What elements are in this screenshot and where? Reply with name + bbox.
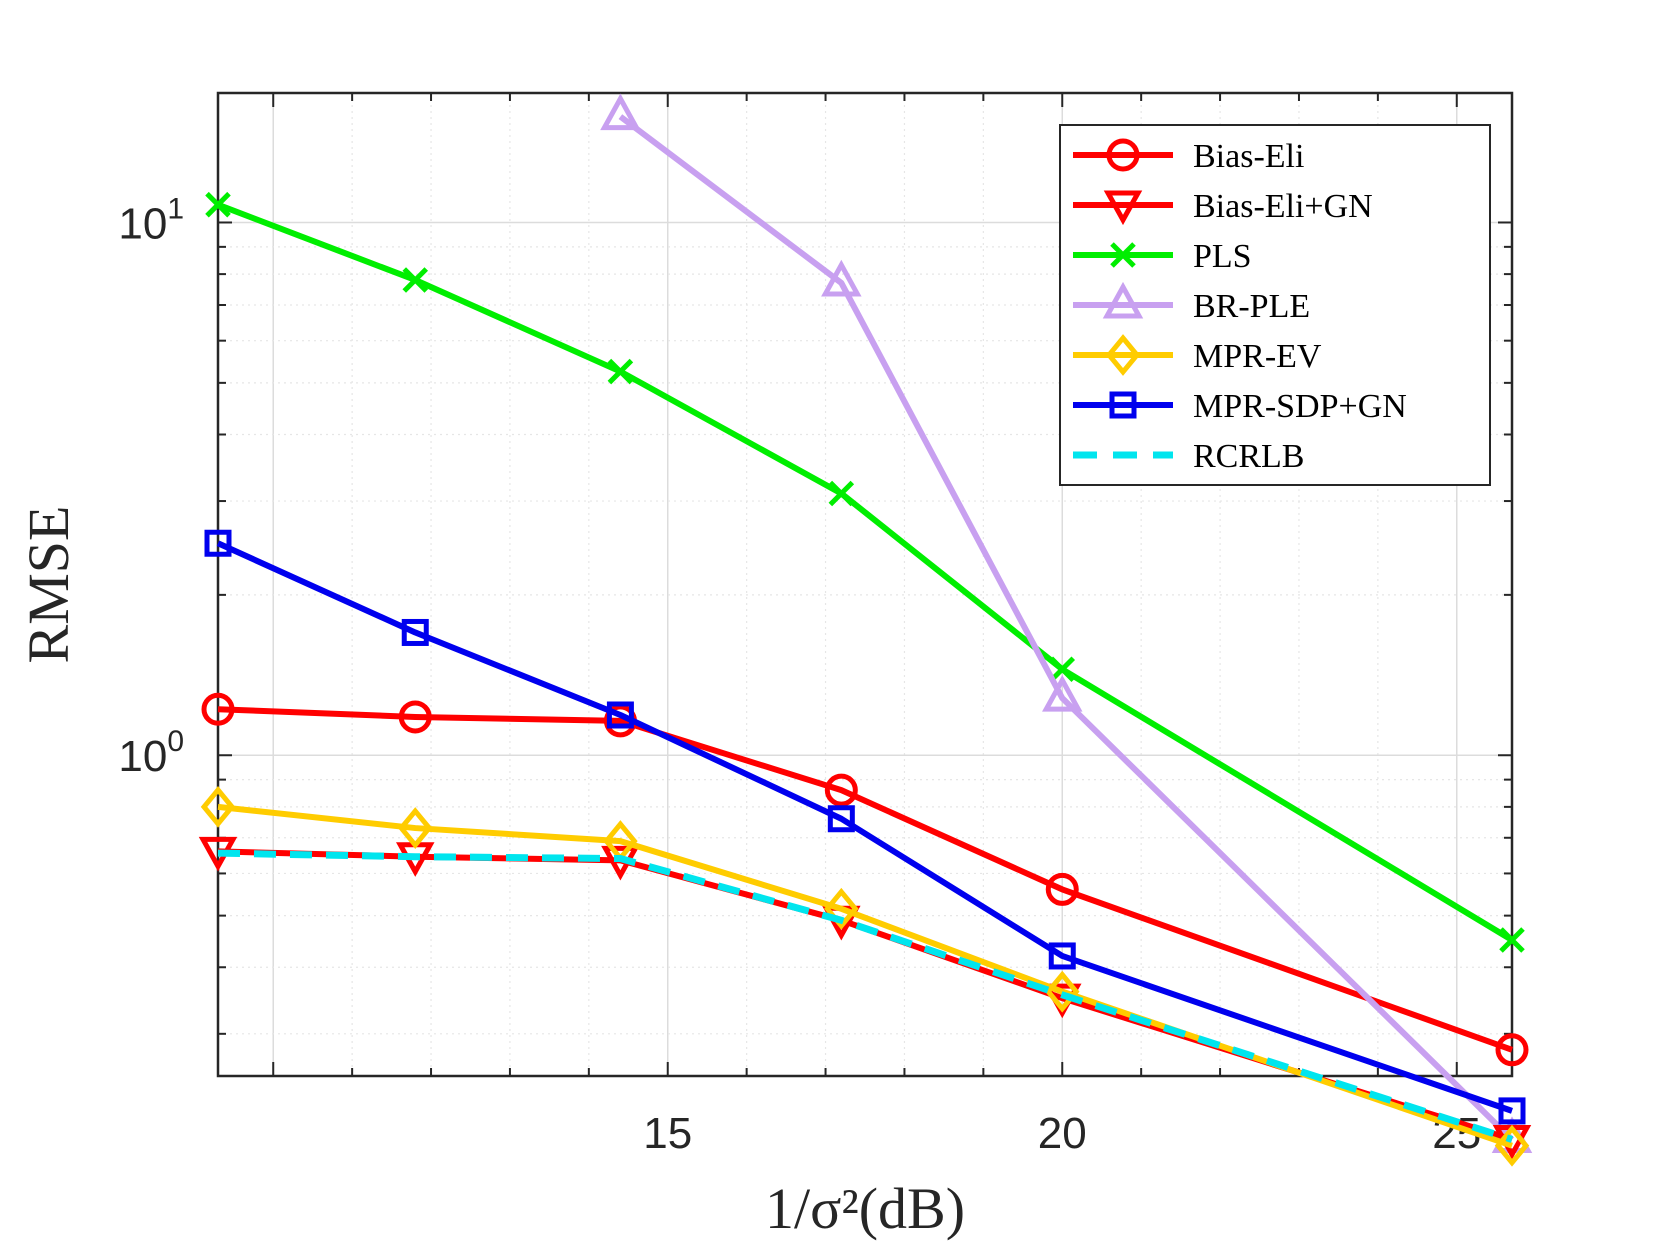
series-pls (205, 191, 1525, 953)
data-point-bias-eli (201, 692, 235, 726)
legend-entry-bias-eli-gn: Bias-Eli+GN (1073, 188, 1373, 226)
data-point-mpr-sdp-gn (401, 618, 429, 646)
legend-marker-mpr-sdp-gn (1109, 391, 1137, 419)
data-point-mpr-ev (1494, 1124, 1530, 1167)
series-rcrlb (217, 849, 1514, 1143)
legend-entry-br-ple: BR-PLE (1073, 281, 1310, 325)
series-line-mpr-sdp-gn (216, 540, 1513, 1114)
data-point-br-ple (821, 259, 862, 297)
data-point-mpr-sdp-gn (1048, 942, 1076, 970)
legend-entry-pls: PLS (1073, 238, 1252, 275)
legend-marker-br-ple (1102, 281, 1144, 319)
legend-entry-rcrlb: RCRLB (1073, 438, 1304, 475)
data-point-mpr-sdp-gn (1498, 1097, 1526, 1125)
data-point-mpr-sdp-gn (606, 701, 634, 729)
y-axis-label: RMSE (16, 506, 81, 664)
legend-marker-pls (1110, 242, 1136, 268)
data-point-br-ple (1042, 674, 1083, 712)
series-bias-eli (201, 692, 1529, 1067)
legend-label-mpr-ev: MPR-EV (1193, 338, 1322, 375)
data-point-bias-eli (1495, 1033, 1529, 1067)
data-point-mpr-ev (200, 785, 236, 828)
legend-entry-mpr-ev: MPR-EV (1073, 334, 1322, 376)
data-point-pls (1499, 927, 1525, 953)
x-axis-label: 1/σ²(dB) (765, 1176, 965, 1241)
data-point-pls (828, 480, 855, 507)
series-line-bias-eli (217, 706, 1514, 1053)
data-point-bias-eli (398, 700, 432, 734)
data-point-pls (205, 191, 231, 218)
y-tick-label: 101 (118, 192, 184, 248)
x-tick-label: 20 (1038, 1109, 1087, 1158)
series-line-br-ple (618, 114, 1515, 1142)
data-point-mpr-sdp-gn (827, 805, 855, 833)
data-point-mpr-ev (398, 807, 433, 849)
data-point-mpr-ev (824, 887, 859, 930)
legend-marker-mpr-ev (1105, 334, 1141, 376)
legend: Bias-Eli Bias-Eli+GN PLS BR-PLE MPR-EV MPR-SD… (1059, 124, 1491, 486)
legend-label-rcrlb: RCRLB (1193, 438, 1304, 475)
data-point-bias-eli (824, 773, 858, 807)
legend-entry-bias-eli: Bias-Eli (1073, 138, 1304, 175)
series-line-rcrlb (217, 849, 1514, 1143)
legend-marker-bias-eli (1106, 138, 1140, 172)
legend-label-mpr-sdp-gn: MPR-SDP+GN (1193, 388, 1407, 425)
series-line-bias-eli-gn (217, 848, 1513, 1143)
series-mpr-sdp-gn (204, 529, 1526, 1125)
data-point-bias-eli (1045, 872, 1079, 906)
series-layer (198, 93, 1533, 1167)
legend-marker-bias-eli-gn (1103, 190, 1143, 226)
data-point-pls (402, 267, 429, 293)
data-point-pls (1049, 656, 1076, 683)
legend-label-pls: PLS (1193, 238, 1252, 275)
data-point-br-ple (600, 93, 641, 131)
data-point-mpr-sdp-gn (204, 529, 232, 557)
legend-label-bias-eli: Bias-Eli (1193, 138, 1304, 175)
legend-label-bias-eli-gn: Bias-Eli+GN (1193, 188, 1373, 225)
series-bias-eli-gn (198, 836, 1532, 1160)
x-tick-label: 15 (643, 1109, 692, 1158)
series-line-pls (216, 201, 1514, 943)
data-point-pls (607, 358, 634, 385)
legend-label-br-ple: BR-PLE (1193, 288, 1310, 325)
legend-entry-mpr-sdp-gn: MPR-SDP+GN (1073, 388, 1407, 425)
y-tick-label: 100 (118, 725, 184, 781)
data-point-mpr-ev (1045, 970, 1080, 1013)
plot-area (216, 91, 1514, 1078)
